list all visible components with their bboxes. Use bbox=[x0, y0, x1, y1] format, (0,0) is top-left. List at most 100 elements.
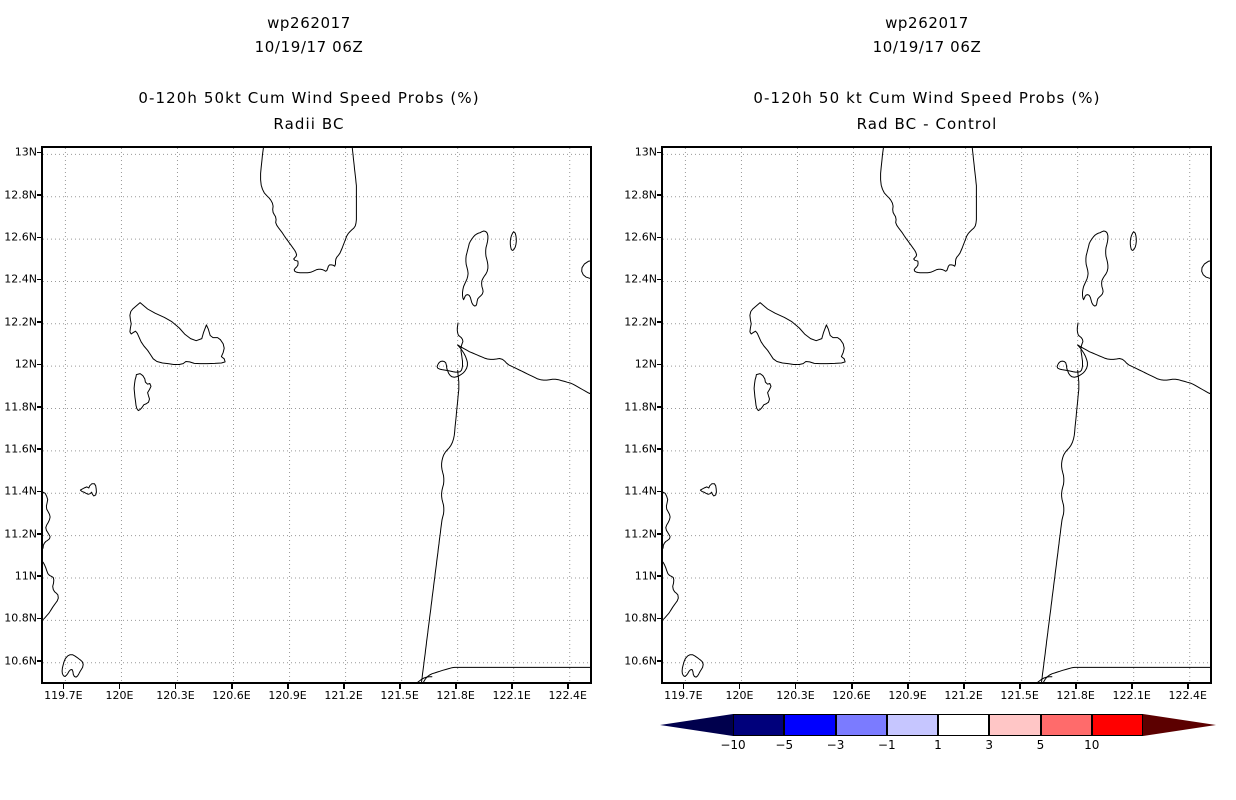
y-axis-tick-mark bbox=[657, 406, 662, 408]
x-axis-tick-mark bbox=[1187, 684, 1189, 689]
y-axis-tick-label: 12N bbox=[14, 357, 37, 371]
y-axis-tick-mark bbox=[37, 363, 42, 366]
x-axis-tick-label: 120.9E bbox=[268, 689, 307, 702]
colorbar-swatch bbox=[1040, 714, 1092, 736]
x-axis-tick-label: 121.8E bbox=[436, 689, 475, 702]
colorbar-tick-label: −3 bbox=[826, 738, 845, 752]
x-axis-tick-label: 121.2E bbox=[324, 689, 363, 702]
y-axis-tick-mark bbox=[657, 660, 662, 662]
x-axis-tick-label: 122.1E bbox=[492, 689, 531, 702]
x-axis-tick-label: 119.7E bbox=[44, 689, 83, 702]
x-axis-tick-mark bbox=[62, 684, 65, 689]
x-axis-tick-mark bbox=[567, 684, 569, 689]
y-axis-tick-label: 12.2N bbox=[624, 315, 657, 329]
y-axis-tick-label: 11.2N bbox=[4, 527, 37, 541]
y-axis-tick-mark bbox=[657, 448, 662, 450]
y-axis-tick-mark bbox=[37, 448, 42, 450]
y-axis-tick-label: 13N bbox=[634, 145, 657, 159]
y-axis-tick-label: 11.4N bbox=[4, 484, 37, 498]
x-axis-tick-mark bbox=[1019, 684, 1021, 689]
x-axis-tick-label: 121.8E bbox=[1056, 689, 1095, 702]
x-axis-tick-label: 122.1E bbox=[1112, 689, 1151, 702]
y-axis-tick-label: 10.6N bbox=[4, 654, 37, 668]
map-plot-left bbox=[41, 146, 592, 684]
y-axis-tick-mark bbox=[37, 278, 42, 281]
x-axis-tick-label: 121.5E bbox=[380, 689, 419, 702]
x-axis-tick-mark bbox=[907, 684, 909, 689]
panel-left: wp262017 10/19/17 06Z 0-120h 50kt Cum Wi… bbox=[4, 14, 592, 702]
colorbar-tick-label: −5 bbox=[775, 738, 794, 752]
x-axis-tick-mark bbox=[851, 684, 853, 689]
y-axis-tick-mark bbox=[657, 617, 662, 620]
x-axis-tick-mark bbox=[174, 684, 177, 689]
colorbar-tick-label: −10 bbox=[720, 738, 746, 752]
panel-right: wp262017 10/19/17 06Z 0-120h 50 kt Cum W… bbox=[618, 0, 1236, 800]
x-axis-tick-label: 121.5E bbox=[1000, 689, 1039, 702]
y-axis-tick-label: 12.2N bbox=[4, 315, 37, 329]
colorbar-swatches bbox=[733, 714, 1143, 736]
colorbar-tick-label: 3 bbox=[985, 738, 994, 752]
panel-left-title: 0-120h 50kt Cum Wind Speed Probs (%) bbox=[138, 89, 480, 107]
x-axis-tick-label: 120.6E bbox=[832, 689, 871, 702]
x-axis-tick-label: 120.3E bbox=[156, 689, 195, 702]
map-plot-right bbox=[661, 146, 1212, 684]
colorbar-tick-label: 5 bbox=[1036, 738, 1045, 752]
y-axis-tick-label: 12.6N bbox=[4, 230, 37, 244]
gridlines bbox=[663, 148, 1210, 682]
y-axis-tick-mark bbox=[657, 278, 662, 281]
colorbar-swatch bbox=[886, 714, 938, 736]
x-axis-tick-mark bbox=[231, 684, 233, 689]
y-axis-tick-mark bbox=[37, 617, 42, 620]
panel-right-subtitle: Rad BC - Control bbox=[856, 115, 998, 133]
x-axis-tick-mark bbox=[682, 684, 685, 689]
y-axis-tick-label: 12.8N bbox=[624, 188, 657, 202]
y-axis-tick-mark bbox=[657, 194, 662, 196]
x-axis-tick-mark bbox=[738, 684, 741, 689]
y-axis-tick-mark bbox=[37, 490, 42, 493]
colorbar-swatch bbox=[733, 714, 785, 736]
y-axis-tick-label: 11N bbox=[634, 569, 657, 583]
colorbar-swatch bbox=[784, 714, 836, 736]
panel-right-storm-id: wp262017 bbox=[885, 14, 969, 32]
y-axis-tick-label: 11.4N bbox=[624, 484, 657, 498]
gridlines bbox=[43, 148, 590, 682]
y-axis-tick-label: 11N bbox=[14, 569, 37, 583]
colorbar-swatch bbox=[1091, 714, 1143, 736]
x-axis-tick-label: 120E bbox=[725, 689, 754, 702]
colorbar-swatch bbox=[989, 714, 1041, 736]
y-axis-tick-label: 12.6N bbox=[624, 230, 657, 244]
y-axis-tick-label: 10.8N bbox=[624, 611, 657, 625]
y-axis-tick-label: 13N bbox=[14, 145, 37, 159]
y-axis-tick-mark bbox=[657, 321, 662, 323]
colorbar: −10 −5 −3 −1 1 3 5 10 bbox=[660, 714, 1216, 764]
x-axis-tick-label: 120.6E bbox=[212, 689, 251, 702]
y-axis-tick-mark bbox=[657, 151, 662, 154]
colorbar-high-extend-arrow bbox=[1143, 714, 1216, 736]
x-axis-tick-label: 120.3E bbox=[776, 689, 815, 702]
x-axis-tick-label: 120.9E bbox=[888, 689, 927, 702]
x-axis-tick-mark bbox=[399, 684, 401, 689]
y-axis-tick-label: 10.6N bbox=[624, 654, 657, 668]
x-axis-tick-label: 122.4E bbox=[1168, 689, 1207, 702]
y-axis-tick-label: 11.6N bbox=[4, 442, 37, 456]
x-axis-tick-mark bbox=[1131, 684, 1133, 689]
y-axis-tick-label: 11.8N bbox=[4, 400, 37, 414]
x-axis-tick-mark bbox=[455, 684, 457, 689]
y-axis-tick-mark bbox=[657, 575, 662, 577]
panel-left-subtitle: Radii BC bbox=[273, 115, 345, 133]
map-canvas-left bbox=[43, 148, 590, 682]
y-axis-tick-label: 12.4N bbox=[4, 272, 37, 286]
coastlines bbox=[43, 148, 590, 682]
y-axis-tick-mark bbox=[657, 490, 662, 493]
y-axis-tick-mark bbox=[37, 321, 42, 323]
x-axis-tick-mark bbox=[118, 684, 121, 689]
x-axis-tick-label: 120E bbox=[105, 689, 134, 702]
colorbar-low-extend-arrow bbox=[660, 714, 733, 736]
coastlines bbox=[663, 148, 1210, 682]
x-axis-tick-label: 122.4E bbox=[548, 689, 587, 702]
colorbar-tick-label: 1 bbox=[934, 738, 942, 752]
x-axis-tick-mark bbox=[343, 684, 345, 689]
y-axis-tick-label: 11.8N bbox=[624, 400, 657, 414]
y-axis-tick-label: 11.6N bbox=[624, 442, 657, 456]
y-axis-tick-mark bbox=[37, 236, 42, 239]
